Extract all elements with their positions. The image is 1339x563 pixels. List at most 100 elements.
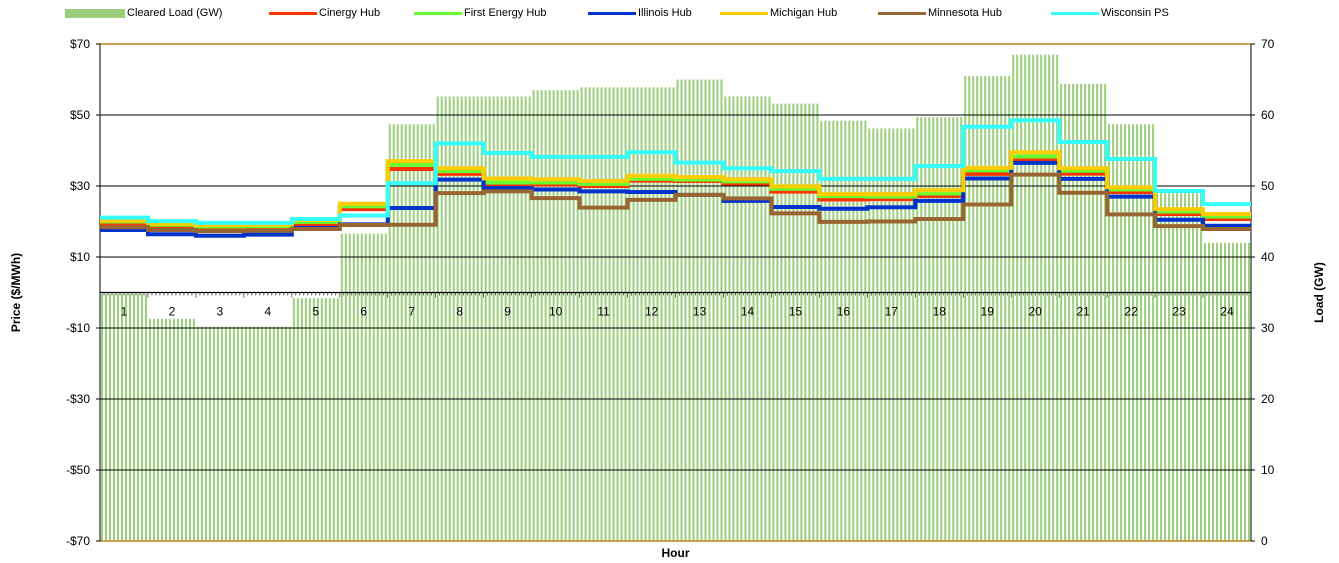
load-bar [188,318,191,541]
load-bar [492,96,495,541]
x-tick-label: 14 [741,305,755,319]
load-bar [932,117,935,541]
load-bar [152,318,155,541]
load-bar [504,96,507,541]
load-bar [1092,83,1095,541]
legend: Cleared Load (GW) Cinergy Hub First Ener… [0,0,1339,24]
load-bar [708,79,711,541]
load-bar [776,103,779,541]
legend-swatch-cinergy-hub [269,11,317,15]
load-bar [816,103,819,541]
load-bar [524,96,527,541]
load-bar [1224,242,1227,542]
load-bar [612,87,615,541]
load-bar [356,233,359,541]
x-tick-label: 2 [169,305,176,319]
load-bar [812,103,815,541]
load-bar [620,87,623,541]
series-line-wisconsin-ps [100,118,1251,225]
legend-label-michigan-hub: Michigan Hub [770,7,838,19]
y2-tick-label: 20 [1261,392,1275,406]
load-bar [564,90,567,542]
load-bar [164,318,167,541]
load-bar [988,75,991,541]
load-bar [368,233,371,541]
load-bar [900,128,903,542]
x-tick-label: 20 [1029,305,1043,319]
load-bar [920,117,923,541]
load-bar [396,124,399,541]
legend-swatch-illinois-hub [588,11,636,15]
load-bar [828,120,831,542]
load-bar [836,120,839,542]
load-bar [436,96,439,541]
load-bar [984,75,987,541]
y2-tick-label: 60 [1261,108,1275,122]
load-bar [392,124,395,541]
load-bar [248,326,251,541]
load-bar [860,120,863,542]
load-bar [732,96,735,541]
load-bar [296,298,299,541]
load-bar [1012,54,1015,542]
load-bar [336,298,339,541]
load-bar [964,75,967,541]
load-bar [1080,83,1083,541]
load-bar [884,128,887,542]
load-bar [528,96,531,541]
load-bar [880,128,883,542]
load-bar [788,103,791,541]
load-bar [1164,191,1167,541]
load-bar [592,87,595,541]
load-bar [380,233,383,541]
load-bar [1064,83,1067,541]
load-bar [140,293,143,541]
load-bar [1040,54,1043,542]
x-tick-label: 21 [1076,305,1090,319]
load-bar [488,96,491,541]
load-bar [912,128,915,542]
load-bar [412,124,415,541]
load-bar [364,233,367,541]
load-bar [756,96,759,541]
load-bar [1048,54,1051,542]
load-bar [252,326,255,541]
load-bar [556,90,559,542]
load-bar [652,87,655,541]
legend-item-minnesota-hub: Minnesota Hub [878,6,1002,20]
load-bar [1172,191,1175,541]
legend-label-first-energy-hub: First Energy Hub [464,7,547,19]
load-bar [460,96,463,541]
load-bar [728,96,731,541]
load-bar [348,233,351,541]
load-bar [288,326,291,541]
load-bar [280,326,283,541]
load-bar [116,293,119,541]
load-bar [664,87,667,541]
load-bar [416,124,419,541]
load-bar [1124,124,1127,541]
legend-item-illinois-hub: Illinois Hub [588,6,692,20]
load-bar [1200,191,1203,541]
load-bar [376,233,379,541]
load-bar [228,326,231,541]
x-tick-label: 1 [121,305,128,319]
load-bar [976,75,979,541]
load-bar [148,318,151,541]
load-bar [676,79,679,541]
load-bar [840,120,843,542]
series-line-minnesota-hub [100,172,1251,234]
y2-axis-title: Load (GW) [1312,262,1326,323]
load-bar [480,96,483,541]
load-bar [340,233,343,541]
load-bar [916,117,919,541]
load-bar [1160,191,1163,541]
load-bar [1056,54,1059,542]
y-tick-label: $50 [70,108,90,122]
load-bar [940,117,943,541]
load-bar [744,96,747,541]
y2-tick-label: 0 [1261,534,1268,548]
load-bar [1008,75,1011,541]
load-bar [432,124,435,541]
x-tick-label: 4 [265,305,272,319]
